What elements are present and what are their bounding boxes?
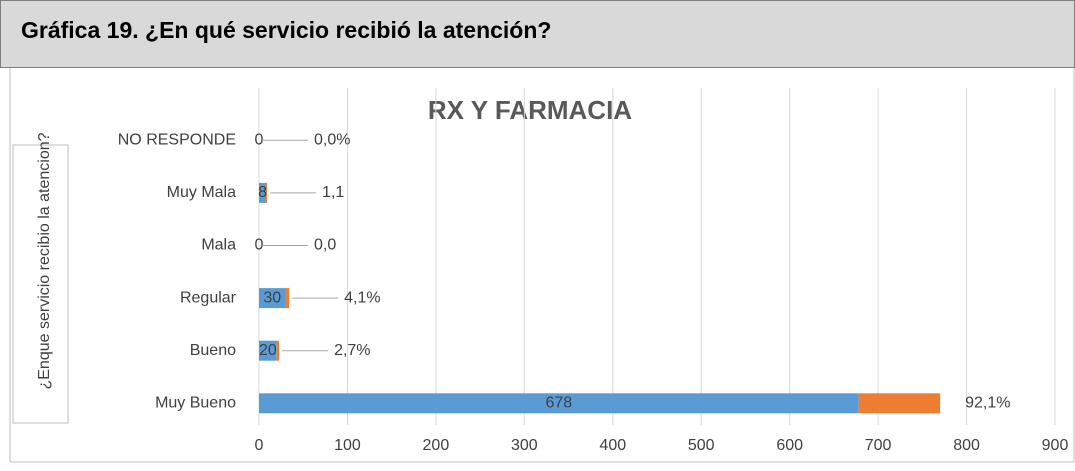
data-label: 0	[255, 237, 264, 254]
y-tick-label: NO RESPONDE	[118, 132, 236, 149]
x-tick-label: 300	[511, 437, 538, 454]
x-tick-label: 400	[599, 437, 626, 454]
chart-title: RX Y FARMACIA	[428, 95, 632, 125]
data-label: 1,1	[322, 184, 344, 201]
x-tick-label: 600	[776, 437, 803, 454]
header-title: Gráfica 19. ¿En qué servicio recibió la …	[21, 17, 552, 43]
x-tick-label: 700	[865, 437, 892, 454]
bar-segment	[858, 393, 941, 414]
data-label: 92,1%	[965, 395, 1010, 412]
x-tick-label: 100	[334, 437, 361, 454]
y-tick-label: Mala	[201, 237, 236, 254]
bar-segment	[259, 182, 267, 203]
x-tick-label: 900	[1042, 437, 1069, 454]
data-label: 0,0	[314, 237, 336, 254]
data-label: 4,1%	[344, 289, 380, 306]
y-tick-label: Muy Mala	[167, 184, 236, 201]
data-label: 20	[259, 342, 277, 359]
bar-segment	[259, 288, 286, 309]
data-label: 8	[258, 184, 267, 201]
data-label: 678	[545, 395, 572, 412]
data-label: 30	[263, 289, 281, 306]
x-tick-label: 200	[423, 437, 450, 454]
bar-segment	[276, 340, 280, 361]
data-label: 0	[255, 132, 264, 149]
x-tick-label: 500	[688, 437, 715, 454]
bar-segment	[259, 393, 859, 414]
bar-segment	[285, 288, 290, 309]
bar-segment	[266, 182, 268, 203]
y-tick-label: Bueno	[190, 342, 236, 359]
y-tick-label: Muy Bueno	[155, 395, 236, 412]
y-axis-label: ¿Enque servicio recibio la atencion?	[36, 132, 53, 390]
y-tick-label: Regular	[180, 289, 237, 306]
bar-segment	[259, 340, 277, 361]
x-tick-label: 800	[953, 437, 980, 454]
data-label: 2,7%	[334, 342, 370, 359]
x-tick-label: 0	[255, 437, 264, 454]
header: Gráfica 19. ¿En qué servicio recibió la …	[0, 0, 1075, 68]
data-label: 0,0%	[314, 132, 350, 149]
axis-label-box	[12, 144, 69, 424]
